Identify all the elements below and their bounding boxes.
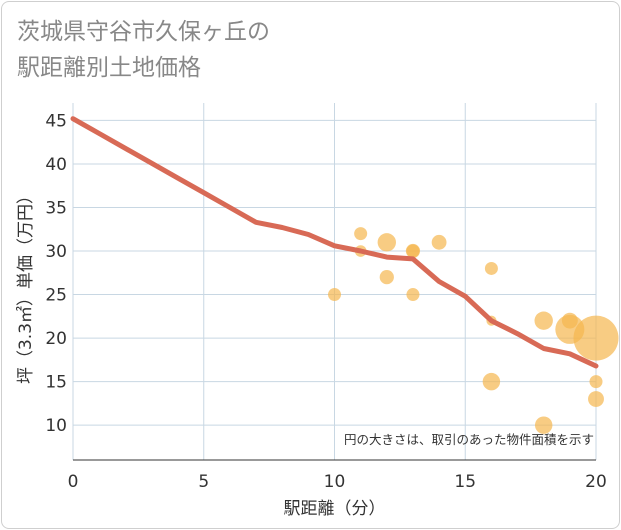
data-bubble [354, 227, 368, 241]
x-tick-label: 20 [585, 472, 607, 492]
x-tick-label: 15 [454, 472, 476, 492]
y-axis-label: 坪（3.3㎡）単価（万円） [16, 187, 36, 384]
y-axis-ticks: 10 15 20 25 30 35 40 45 [45, 111, 67, 436]
data-bubble [573, 315, 619, 361]
x-tick-label: 5 [198, 472, 209, 492]
y-tick-label: 30 [45, 242, 67, 262]
trend-line [70, 116, 599, 369]
chart-title: 茨城県守谷市久保ヶ丘の 駅距離別土地価格 [17, 14, 270, 86]
bubble-series [328, 227, 619, 434]
y-tick-label: 25 [45, 286, 67, 306]
x-axis-label: 駅距離（分） [284, 499, 386, 519]
data-bubble [482, 372, 501, 391]
y-tick-label: 15 [45, 373, 67, 393]
data-bubble [534, 311, 553, 330]
chart-title-line-2: 駅距離別土地価格 [17, 55, 201, 81]
data-bubble [406, 244, 420, 258]
data-bubble [588, 391, 604, 408]
y-tick-label: 35 [45, 198, 67, 218]
x-axis-ticks: 0 5 10 15 20 [68, 472, 607, 492]
chart-title-line-1: 茨城県守谷市久保ヶ丘の [17, 19, 270, 45]
data-bubble [379, 270, 394, 285]
data-bubble [328, 288, 341, 302]
y-tick-label: 20 [45, 329, 67, 349]
data-bubble [377, 233, 396, 252]
data-bubble [589, 375, 603, 389]
size-note: 円の大きさは、取引のあった物件面積を示す [344, 432, 594, 447]
data-bubble [534, 416, 553, 434]
data-bubble [431, 234, 447, 250]
y-tick-label: 40 [45, 155, 67, 175]
x-tick-label: 0 [68, 472, 79, 492]
y-tick-label: 45 [45, 111, 67, 131]
y-tick-label: 10 [45, 416, 67, 436]
data-bubble [484, 261, 498, 275]
x-tick-label: 10 [324, 472, 346, 492]
data-bubble [406, 288, 420, 302]
